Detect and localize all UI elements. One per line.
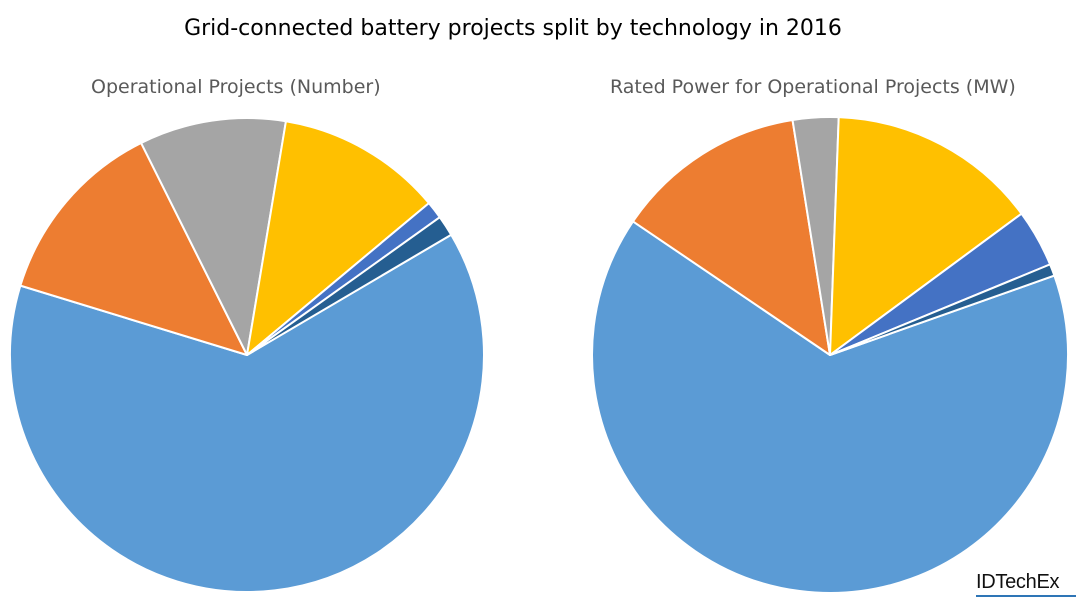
pie-title-projects: Operational Projects (Number) [91,76,381,98]
chart-title: Grid-connected battery projects split by… [184,16,842,41]
pie-0-slice-5 [246,216,453,356]
pie-1-slice-3 [829,116,1023,356]
pie-0-slice-0 [9,233,485,593]
pie-1-slice-1 [632,118,831,356]
pie-0-slice-1 [19,141,248,356]
pie-0-slice-3 [246,120,430,356]
pie-title-power: Rated Power for Operational Projects (MW… [610,76,1016,98]
pie-power [591,116,1069,594]
pie-1-slice-5 [829,263,1056,356]
pie-0-slice-2 [140,117,287,356]
pie-projects [9,117,485,593]
logo-underline [976,595,1076,597]
idtechex-logo: IDTechEx [976,571,1060,593]
pie-1-slice-0 [591,220,1069,594]
